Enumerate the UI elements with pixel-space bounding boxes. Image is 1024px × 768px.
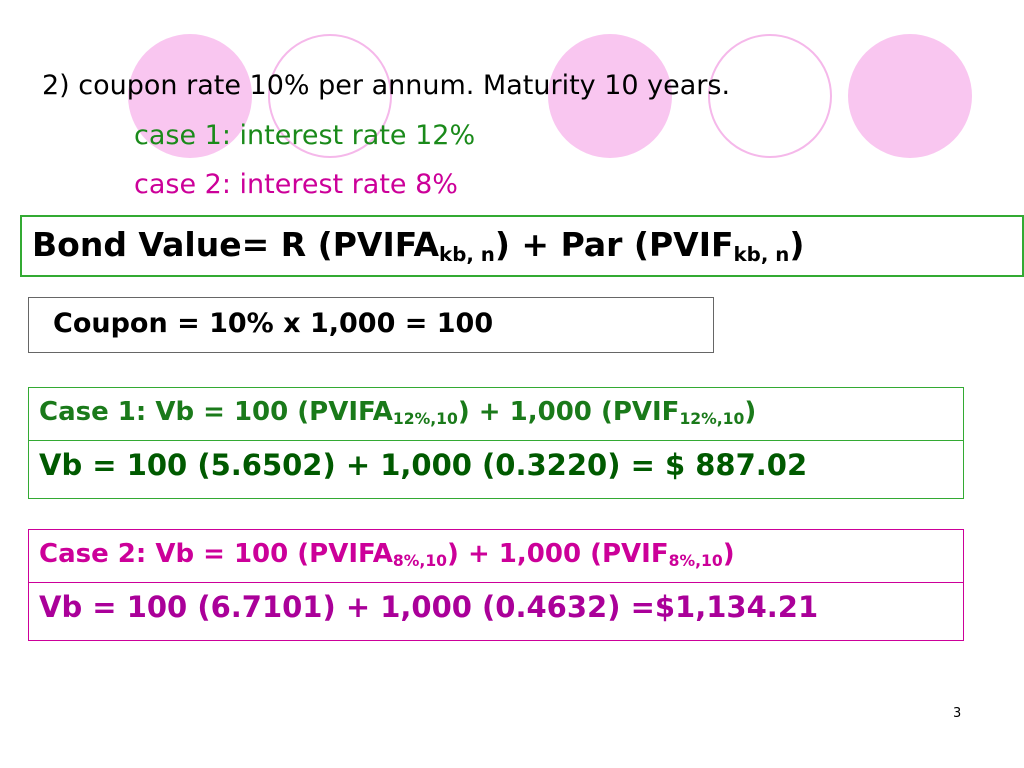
bond-value-box: Bond Value= R (PVIFAkb, n) + Par (PVIFkb… xyxy=(20,215,1024,277)
divider xyxy=(29,582,963,583)
intro-case1: case 1: interest rate 12% xyxy=(134,120,476,151)
subscript: 8%,10 xyxy=(392,551,448,570)
text: ) + 1,000 (PVIF xyxy=(457,397,680,427)
text: ) xyxy=(789,225,805,264)
case2-formula: Case 2: Vb = 100 (PVIFA8%,10) + 1,000 (P… xyxy=(39,539,735,569)
divider xyxy=(29,440,963,441)
intro-case2: case 2: interest rate 8% xyxy=(134,169,458,200)
coupon-box: Coupon = 10% x 1,000 = 100 xyxy=(28,297,714,353)
circle xyxy=(128,34,252,158)
case2-box: Case 2: Vb = 100 (PVIFA8%,10) + 1,000 (P… xyxy=(28,529,964,641)
case1-formula: Case 1: Vb = 100 (PVIFA12%,10) + 1,000 (… xyxy=(39,397,756,427)
subscript: kb, n xyxy=(733,242,790,266)
text: ) + 1,000 (PVIF xyxy=(447,539,669,569)
text: ) xyxy=(744,397,757,427)
case1-box: Case 1: Vb = 100 (PVIFA12%,10) + 1,000 (… xyxy=(28,387,964,499)
subscript: 12%,10 xyxy=(679,409,745,428)
text: ) xyxy=(722,539,735,569)
circle xyxy=(548,34,672,158)
text: Bond Value= R (PVIFA xyxy=(32,225,440,264)
subscript: 12%,10 xyxy=(392,409,458,428)
circle xyxy=(708,34,832,158)
text: Case 1: Vb = 100 (PVIFA xyxy=(39,397,393,427)
intro-line: 2) coupon rate 10% per annum. Maturity 1… xyxy=(42,70,731,101)
case1-result: Vb = 100 (5.6502) + 1,000 (0.3220) = $ 8… xyxy=(39,448,808,482)
subscript: 8%,10 xyxy=(668,551,723,570)
text: Case 2: Vb = 100 (PVIFA xyxy=(39,539,393,569)
bond-value-formula: Bond Value= R (PVIFAkb, n) + Par (PVIFkb… xyxy=(32,225,804,264)
decor-circles xyxy=(128,34,972,158)
text: ) + Par (PVIF xyxy=(494,225,734,264)
circle xyxy=(268,34,392,158)
coupon: Coupon = 10% x 1,000 = 100 xyxy=(53,308,494,339)
subscript: kb, n xyxy=(439,242,495,266)
case2-result: Vb = 100 (6.7101) + 1,000 (0.4632) =$1,1… xyxy=(39,590,819,624)
circle xyxy=(848,34,972,158)
page-number: 3 xyxy=(953,706,962,721)
